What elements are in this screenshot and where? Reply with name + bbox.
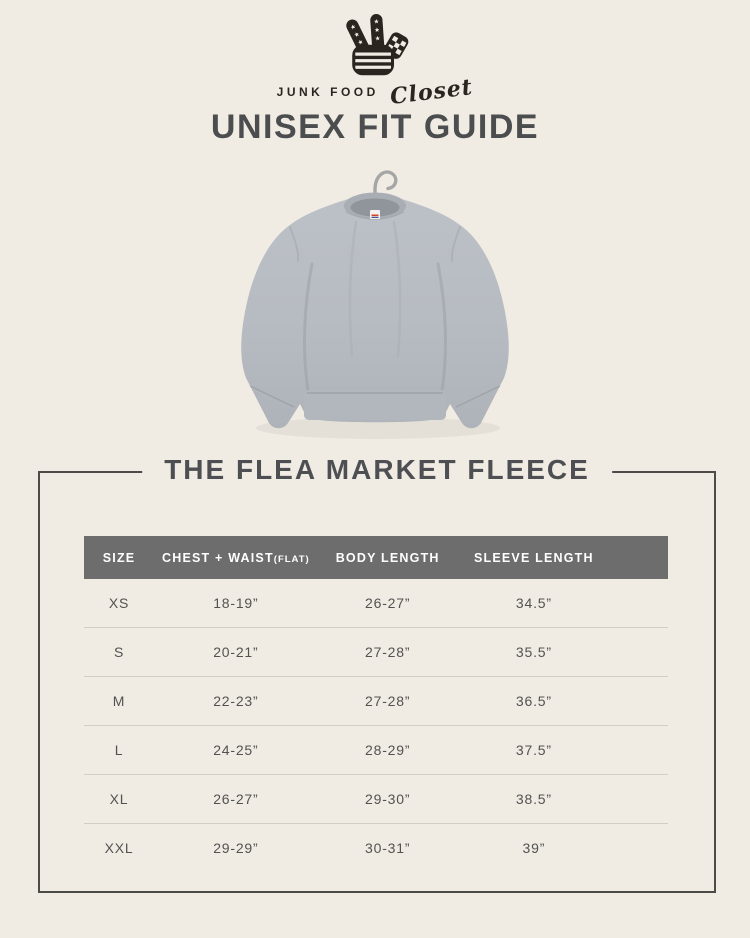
neck-tag [370, 210, 380, 219]
body-cell: 27-28” [365, 644, 411, 660]
sleeve-cell: 35.5” [515, 644, 552, 660]
chest-cell: 20-21” [213, 644, 259, 660]
size-cell: XS [108, 595, 130, 611]
table-row-s: S 20-21” 27-28” 35.5” [84, 628, 668, 677]
header-chest-note: (FLAT) [273, 553, 310, 565]
brand-name-caps: JUNK FOOD [276, 85, 379, 99]
table-row-xl: XL 26-27” 29-30” 38.5” [84, 775, 668, 824]
chest-cell: 26-27” [213, 791, 259, 807]
brand-logo: JUNK FOOD Closet [0, 14, 750, 110]
body-cell: 27-28” [365, 693, 411, 709]
size-table: SIZE CHEST + WAIST(FLAT) BODY LENGTH SLE… [84, 536, 668, 872]
peace-hand-stars-stripes-icon [346, 14, 409, 76]
sleeve-cell: 34.5” [515, 595, 552, 611]
header-chest: CHEST + WAIST(FLAT) [154, 551, 318, 565]
header-chest-label: CHEST + WAIST [161, 550, 274, 565]
header-sleeve: SLEEVE LENGTH [473, 550, 594, 565]
chest-cell: 24-25” [213, 742, 259, 758]
chest-cell: 22-23” [213, 693, 259, 709]
table-row-m: M 22-23” 27-28” 36.5” [84, 677, 668, 726]
chest-cell: 18-19” [213, 595, 259, 611]
table-row-xs: XS 18-19” 26-27” 34.5” [84, 579, 668, 628]
size-cell: S [113, 644, 125, 660]
size-guide-box: THE FLEA MARKET FLEECE SIZE CHEST + WAIS… [38, 455, 716, 893]
sleeve-cell: 39” [522, 840, 546, 856]
header-body: BODY LENGTH [335, 550, 440, 565]
brand-name: JUNK FOOD Closet [0, 74, 750, 110]
brand-name-script: Closet [388, 74, 475, 110]
size-cell: L [114, 742, 124, 758]
table-row-l: L 24-25” 28-29” 37.5” [84, 726, 668, 775]
sweatshirt-illustration [241, 192, 509, 429]
sleeve-cell: 38.5” [515, 791, 552, 807]
product-section-title: THE FLEA MARKET FLEECE [142, 455, 612, 485]
size-table-header: SIZE CHEST + WAIST(FLAT) BODY LENGTH SLE… [84, 536, 668, 579]
sleeve-cell: 37.5” [515, 742, 552, 758]
header-size: SIZE [102, 550, 136, 565]
body-cell: 30-31” [365, 840, 411, 856]
size-cell: XL [109, 791, 129, 807]
body-cell: 29-30” [365, 791, 411, 807]
page-title: UNISEX FIT GUIDE [210, 108, 540, 146]
hanger-hook-icon [373, 170, 398, 208]
size-cell: M [112, 693, 126, 709]
body-cell: 28-29” [365, 742, 411, 758]
body-cell: 26-27” [365, 595, 411, 611]
chest-cell: 29-29” [213, 840, 259, 856]
table-row-xxl: XXL 29-29” 30-31” 39” [84, 824, 668, 872]
product-photo-sweatshirt-on-hanger [241, 170, 509, 439]
size-cell: XXL [104, 840, 134, 856]
sleeve-cell: 36.5” [515, 693, 552, 709]
soft-shadow [256, 417, 500, 439]
